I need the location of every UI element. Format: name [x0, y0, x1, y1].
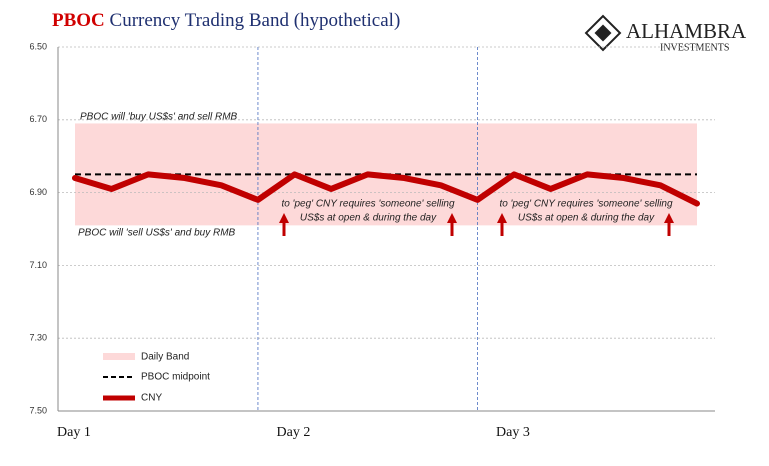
- y-tick-label: 6.90: [29, 187, 47, 197]
- legend-swatch: [103, 353, 135, 360]
- arrow-head: [447, 213, 457, 223]
- legend-label: CNY: [141, 393, 162, 404]
- logo-subtext: INVESTMENTS: [660, 42, 729, 53]
- title-part: PBOC: [52, 10, 105, 31]
- x-tick-label: Day 1: [57, 425, 91, 440]
- x-tick-label: Day 3: [496, 425, 530, 440]
- annotation: PBOC will 'buy US$s' and sell RMB: [80, 112, 238, 123]
- annotation: US$s at open & during the day: [300, 213, 437, 224]
- annotation: to 'peg' CNY requires 'someone' selling: [281, 199, 455, 210]
- x-tick-label: Day 2: [277, 425, 311, 440]
- arrow-head: [279, 213, 289, 223]
- logo: ALHAMBRA INVESTMENTS: [584, 14, 747, 53]
- y-tick-label: 6.70: [29, 114, 47, 124]
- legend-label: Daily Band: [141, 352, 189, 363]
- arrow-head: [664, 213, 674, 223]
- annotation: US$s at open & during the day: [518, 213, 655, 224]
- logo-text: ALHAMBRA: [626, 19, 747, 43]
- y-tick-label: 7.50: [29, 405, 47, 415]
- title-part: Currency Trading Band (hypothetical): [110, 10, 401, 31]
- logo-mark: [584, 14, 622, 52]
- cny-line: [72, 171, 700, 207]
- y-tick-label: 6.50: [29, 41, 47, 51]
- logo-mark: [594, 24, 612, 42]
- annotation: PBOC will 'sell US$s' and buy RMB: [78, 228, 236, 239]
- legend-label: PBOC midpoint: [141, 372, 210, 383]
- annotation: to 'peg' CNY requires 'someone' selling: [499, 199, 673, 210]
- chart-title: PBOC Currency Trading Band (hypothetical…: [52, 10, 400, 31]
- y-tick-label: 7.10: [29, 260, 47, 270]
- y-tick-label: 7.30: [29, 333, 47, 343]
- arrow-head: [497, 213, 507, 223]
